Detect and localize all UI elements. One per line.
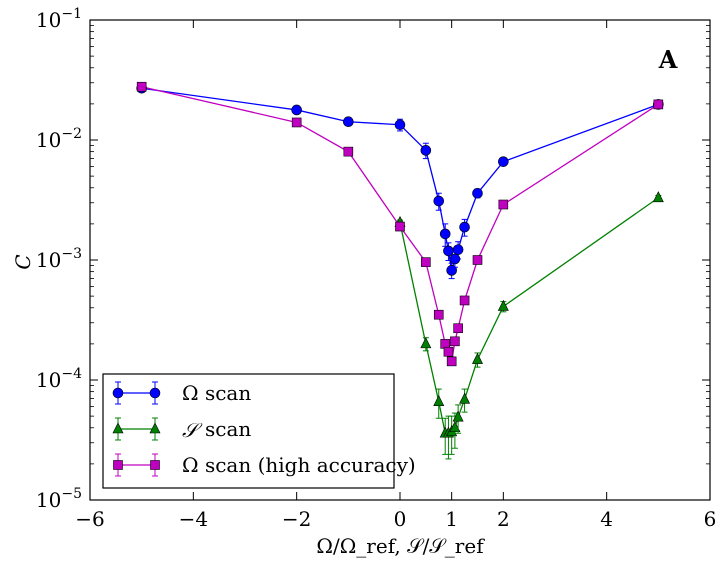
x-tick-label: 4 <box>600 507 613 531</box>
omega-scan-high-accuracy-point <box>291 117 302 128</box>
x-tick-label: 0 <box>394 507 407 531</box>
omega-scan-high-accuracy-point <box>453 323 463 334</box>
x-tick-label: 6 <box>704 507 717 531</box>
s-scan-point <box>472 352 483 364</box>
legend-entry-omega-scan-high-accuracy: Ω scan (high accuracy) <box>113 453 416 477</box>
omega-scan-point <box>343 116 354 128</box>
s-scan-point <box>459 392 471 404</box>
legend-label: scan <box>205 417 251 441</box>
x-tick-label: −2 <box>282 507 311 531</box>
legend-marker <box>113 460 123 470</box>
omega-scan-point <box>446 265 457 276</box>
omega-scan-point <box>420 145 432 156</box>
omega-scan-point <box>452 244 464 255</box>
omega-scan-high-accuracy-point <box>343 146 354 157</box>
panel-label: A <box>658 45 678 74</box>
legend-marker <box>112 387 124 399</box>
omega-scan-high-accuracy-point <box>446 356 457 367</box>
legend-label: Ω scan <box>182 381 251 405</box>
s-scan-point <box>652 191 664 203</box>
y-tick-label: 10−3 <box>36 246 82 272</box>
markers-layer <box>136 81 664 460</box>
s-scan-point <box>420 337 432 349</box>
omega-scan-point <box>394 119 406 131</box>
omega-scan-point <box>291 104 302 116</box>
omega-scan-high-accuracy-point <box>459 295 470 306</box>
omega-scan-high-accuracy-point <box>395 221 405 232</box>
y-tick-labels: 10−5 10−4 10−3 10−2 10−1 <box>36 6 82 512</box>
omega-scan-high-accuracy-point <box>443 346 454 357</box>
omega-scan-point <box>443 245 454 257</box>
legend-marker <box>112 422 124 434</box>
x-tick-label: 1 <box>445 507 458 531</box>
omega-scan-high-accuracy-point <box>498 199 509 210</box>
y-tick-label: 10−2 <box>36 126 82 152</box>
legend-label: Ω scan (high accuracy) <box>182 453 416 477</box>
axis-ticks <box>89 19 711 501</box>
legend-entry-omega-scan: Ω scan <box>112 381 251 405</box>
omega-scan-high-accuracy-point <box>421 257 431 267</box>
omega-scan-high-accuracy-point <box>472 255 483 265</box>
y-tick-label: 10−4 <box>36 366 82 392</box>
s-scan-point <box>452 410 464 422</box>
legend-marker <box>149 387 161 399</box>
x-tick-label: 2 <box>497 507 510 531</box>
s-scan-point <box>497 299 509 311</box>
legend-marker <box>150 460 160 470</box>
x-tick-labels: −6 −4 −2 0 1 2 4 6 <box>75 507 716 531</box>
omega-scan-point <box>433 195 445 207</box>
omega-scan-high-accuracy-point <box>433 309 444 320</box>
omega-scan-point <box>459 221 470 233</box>
legend-marker <box>149 422 161 434</box>
y-tick-label: 10−1 <box>36 6 82 32</box>
x-tick-label: −4 <box>179 507 208 531</box>
y-axis-label: C <box>11 254 35 269</box>
omega-scan-high-accuracy-point <box>450 336 460 347</box>
x-axis-label: Ω/Ω_ref, 𝒮/𝒮_ref <box>316 534 485 558</box>
y-tick-label: 10−5 <box>36 486 82 512</box>
s-scan-point <box>449 421 461 433</box>
omega-scan-high-accuracy-point <box>136 81 147 92</box>
omega-scan-point <box>472 187 483 199</box>
s-scan-point <box>433 394 445 406</box>
omega-scan-high-accuracy-point <box>653 99 664 110</box>
omega-scan-point <box>498 156 509 167</box>
x-tick-label: −6 <box>75 507 104 531</box>
omega-scan-point <box>439 228 451 240</box>
